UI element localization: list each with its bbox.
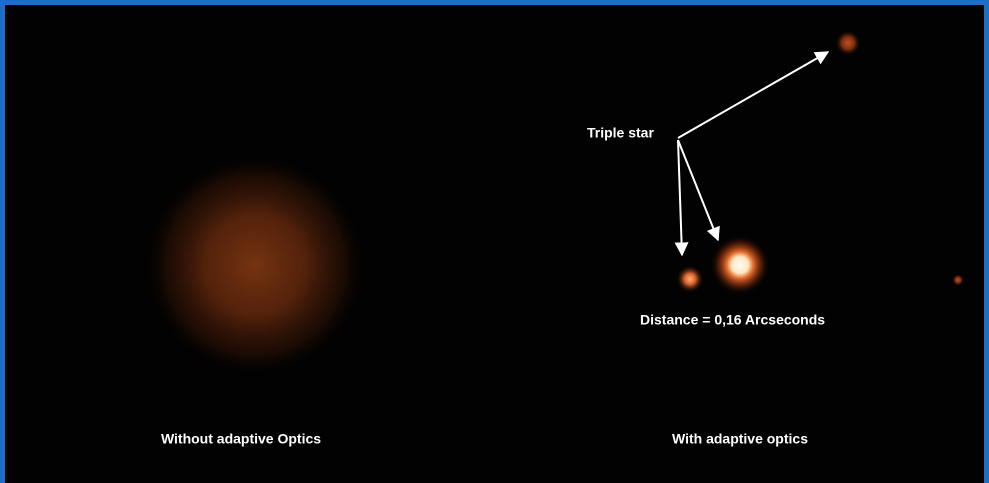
page: {"labels": {"triple_star": "Triple star"… <box>0 0 989 483</box>
label-triple-star: Triple star <box>587 125 654 141</box>
star-top <box>835 30 861 56</box>
label-distance: Distance = 0,16 Arcseconds <box>640 312 825 328</box>
star-bright <box>710 235 770 295</box>
figure: Triple star Distance = 0,16 Arcseconds W… <box>0 0 989 483</box>
faint-star <box>952 274 964 286</box>
caption-right: With adaptive optics <box>672 431 808 447</box>
caption-left: Without adaptive Optics <box>161 431 321 447</box>
star-small <box>676 265 704 293</box>
blurred-star <box>143 153 367 377</box>
